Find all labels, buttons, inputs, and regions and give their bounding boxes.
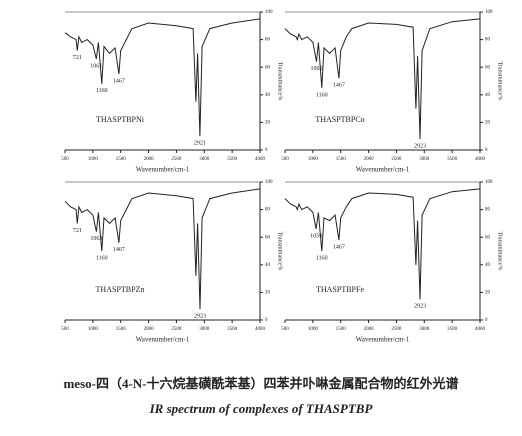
y-tick-label: 80 [485, 208, 491, 213]
x-tick-label: 3000 [199, 327, 210, 332]
x-tick-label: 4000 [255, 327, 266, 332]
x-tick-label: 3000 [419, 157, 430, 162]
peak-label: 1160 [96, 255, 108, 261]
y-tick-label: 40 [265, 93, 271, 98]
x-tick-label: 1500 [116, 157, 127, 162]
y-tick-label: 80 [265, 38, 271, 43]
y-tick-label: 60 [265, 65, 271, 70]
peak-label: 1160 [316, 92, 328, 98]
x-tick-label: 2500 [171, 327, 182, 332]
y-tick-label: 80 [485, 38, 491, 43]
x-tick-label: 1500 [336, 157, 347, 162]
y-tick-label: 20 [265, 291, 271, 296]
y-tick-label: 80 [265, 208, 271, 213]
x-tick-label: 500 [281, 327, 289, 332]
x-tick-label: 500 [61, 327, 69, 332]
y-tick-label: 0 [485, 148, 488, 153]
sample-name: THASPTBPNi [96, 115, 145, 124]
x-tick-label: 2500 [391, 327, 402, 332]
peak-label: 1065 [310, 66, 322, 72]
peak-label: 1467 [113, 247, 125, 253]
x-tick-label: 2000 [144, 327, 155, 332]
x-tick-label: 3500 [227, 157, 238, 162]
peak-label: 721 [73, 228, 82, 234]
y-tick-label: 20 [485, 121, 491, 126]
x-tick-label: 2000 [144, 157, 155, 162]
x-tick-label: 1000 [88, 157, 99, 162]
peak-label: 2923 [194, 313, 206, 319]
y-axis-title: Transmittance% [497, 231, 503, 270]
y-tick-label: 60 [485, 235, 491, 240]
x-tick-label: 500 [281, 157, 289, 162]
x-tick-label: 3500 [227, 327, 238, 332]
x-axis-title: Wavenumber/cm-1 [356, 336, 410, 344]
x-axis-title: Wavenumber/cm-1 [136, 336, 190, 344]
peak-label: 1160 [96, 88, 108, 94]
sample-name: THASPTBPFe [316, 285, 364, 294]
x-tick-label: 2000 [364, 157, 375, 162]
sample-name: THASPTBPCo [315, 115, 364, 124]
spectrum-line [284, 188, 481, 300]
x-tick-label: 2500 [171, 157, 182, 162]
x-axis-title: Wavenumber/cm-1 [136, 166, 190, 174]
peak-label: 1061 [90, 63, 102, 69]
x-tick-label: 4000 [475, 157, 486, 162]
y-tick-label: 40 [485, 263, 491, 268]
x-tick-label: 2000 [364, 327, 375, 332]
x-tick-label: 3500 [447, 157, 458, 162]
peak-label: 1063 [90, 236, 102, 242]
x-tick-label: 1500 [336, 327, 347, 332]
x-tick-label: 3000 [199, 157, 210, 162]
caption-zh: meso-四（4-N-十六烷基磺酰苯基）四苯并卟啉金属配合物的红外光谱 [63, 376, 458, 391]
y-axis-title: Transmittance% [277, 61, 283, 100]
peak-label: 2923 [414, 143, 426, 149]
y-axis-title: Transmittance% [497, 61, 503, 100]
x-tick-label: 1000 [308, 157, 319, 162]
spectrum-line [284, 18, 481, 140]
y-tick-label: 20 [265, 121, 271, 126]
x-tick-label: 1500 [116, 327, 127, 332]
peak-label: 1467 [333, 83, 345, 89]
x-axis-title: Wavenumber/cm-1 [356, 166, 410, 174]
peak-label: 721 [73, 55, 82, 61]
y-axis-title: Transmittance% [277, 231, 283, 270]
y-tick-label: 60 [485, 65, 491, 70]
y-tick-label: 0 [485, 318, 488, 323]
x-tick-label: 4000 [475, 327, 486, 332]
x-tick-label: 4000 [255, 157, 266, 162]
x-tick-label: 1000 [308, 327, 319, 332]
x-tick-label: 1000 [88, 327, 99, 332]
peak-label: 2921 [194, 141, 206, 147]
peak-label: 1467 [333, 244, 345, 250]
x-tick-label: 500 [61, 157, 69, 162]
x-tick-label: 2500 [391, 157, 402, 162]
peak-label: 1059 [310, 233, 322, 239]
y-tick-label: 60 [265, 235, 271, 240]
spectrum-line [64, 18, 261, 137]
caption-en: IR spectrum of complexes of THASPTBP [149, 401, 374, 416]
y-tick-label: 100 [265, 180, 273, 185]
x-tick-label: 3000 [419, 327, 430, 332]
y-tick-label: 0 [265, 148, 268, 153]
y-tick-label: 0 [265, 318, 268, 323]
x-tick-label: 3500 [447, 327, 458, 332]
y-tick-label: 40 [485, 93, 491, 98]
peak-label: 2923 [414, 304, 426, 310]
spectrum-line [64, 188, 261, 310]
y-tick-label: 100 [265, 10, 273, 15]
peak-label: 1467 [113, 78, 125, 84]
peak-label: 1160 [316, 255, 328, 261]
y-tick-label: 100 [485, 180, 493, 185]
sample-name: THASPTBPZn [96, 285, 145, 294]
y-tick-label: 20 [485, 291, 491, 296]
y-tick-label: 100 [485, 10, 493, 15]
y-tick-label: 40 [265, 263, 271, 268]
